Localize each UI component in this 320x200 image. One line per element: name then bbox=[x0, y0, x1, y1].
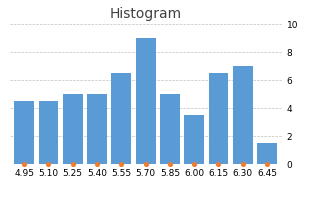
Point bbox=[143, 162, 148, 166]
Bar bbox=[160, 94, 180, 164]
Bar bbox=[63, 94, 83, 164]
Bar bbox=[111, 73, 131, 164]
Bar bbox=[87, 94, 107, 164]
Bar bbox=[184, 115, 204, 164]
Bar bbox=[257, 143, 277, 164]
Point bbox=[94, 162, 100, 166]
Point bbox=[119, 162, 124, 166]
Point bbox=[240, 162, 245, 166]
Bar bbox=[38, 101, 59, 164]
Title: Histogram: Histogram bbox=[109, 7, 182, 21]
Point bbox=[264, 162, 269, 166]
Point bbox=[192, 162, 197, 166]
Bar bbox=[209, 73, 228, 164]
Point bbox=[167, 162, 172, 166]
Point bbox=[216, 162, 221, 166]
Point bbox=[22, 162, 27, 166]
Point bbox=[46, 162, 51, 166]
Bar bbox=[233, 66, 253, 164]
Point bbox=[70, 162, 75, 166]
Bar bbox=[136, 38, 156, 164]
Bar bbox=[14, 101, 34, 164]
